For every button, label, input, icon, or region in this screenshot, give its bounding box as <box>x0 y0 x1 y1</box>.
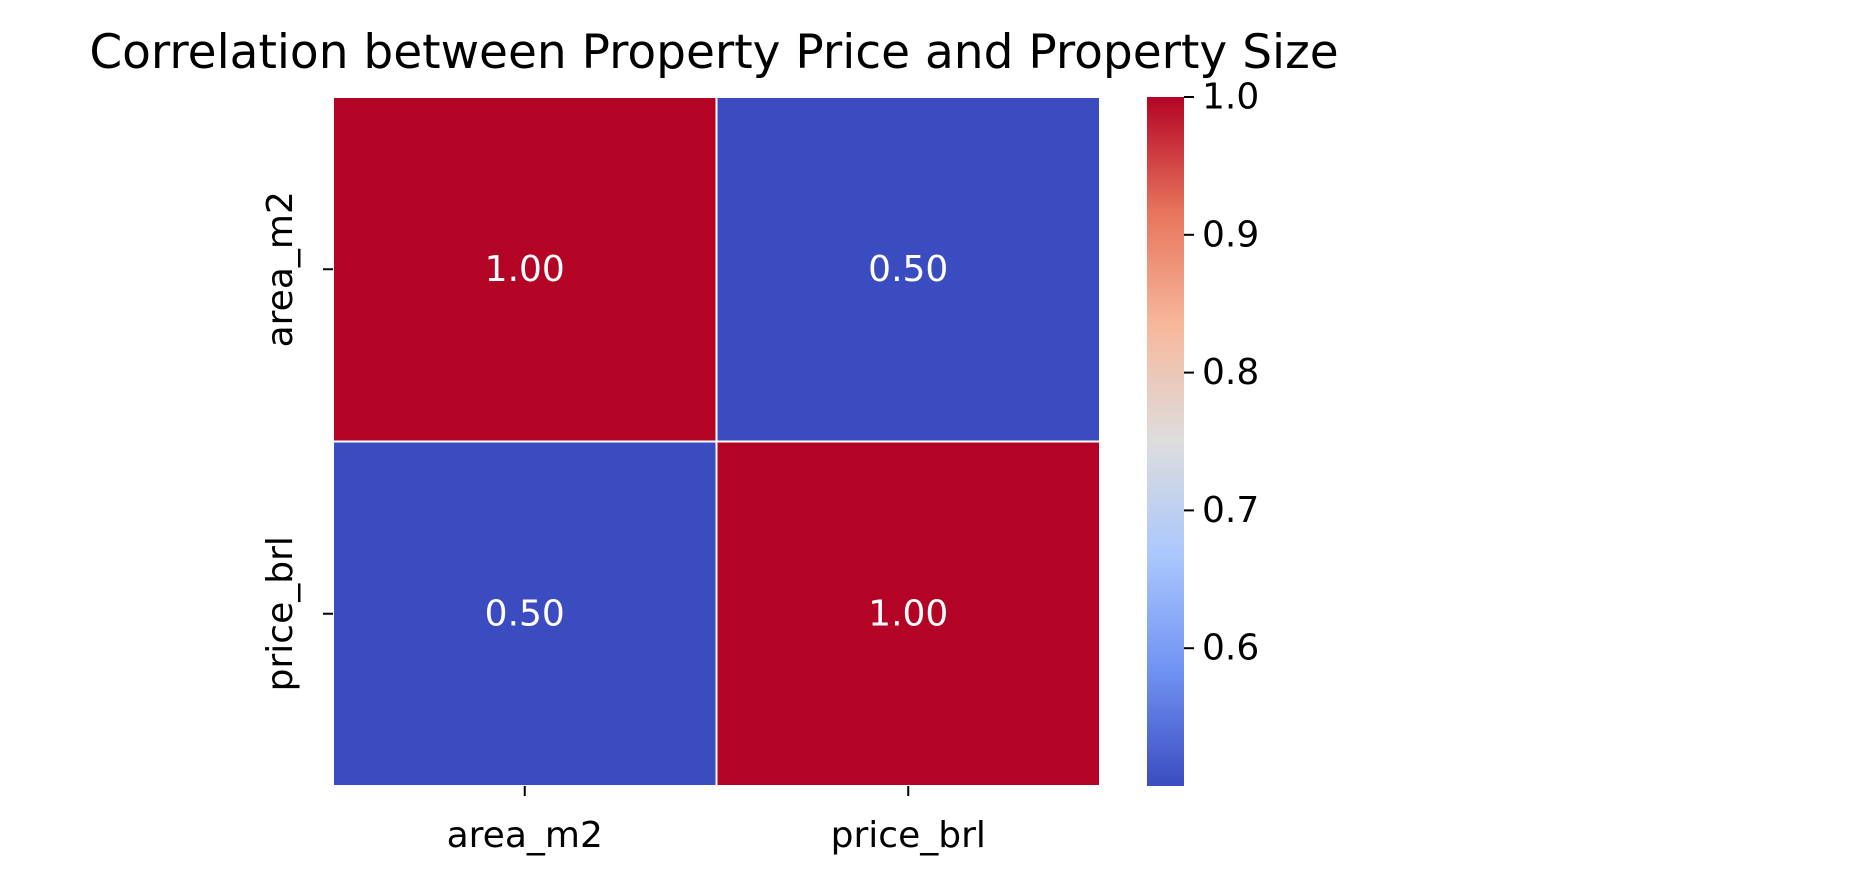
colorbar-tick-label: 0.6 <box>1202 628 1259 669</box>
cell-value-label: 0.50 <box>485 593 565 634</box>
x-axis: area_m2 price_brl <box>447 786 986 856</box>
y-tick-label: price_brl <box>260 536 301 691</box>
heatmap-cell-price_brl-area_m2 <box>332 440 718 787</box>
colorbar-gradient-bar <box>1147 97 1184 786</box>
heatmap-cell-area_m2-area_m2 <box>332 96 718 443</box>
y-tick-label: area_m2 <box>260 191 301 347</box>
colorbar: 0.6 0.7 0.8 0.9 1.0 <box>1147 77 1259 786</box>
cell-value-label: 1.00 <box>485 249 565 290</box>
colorbar-tick-label: 0.7 <box>1202 490 1259 531</box>
x-tick-label: price_brl <box>831 815 986 856</box>
colorbar-tick-label: 1.0 <box>1202 77 1259 118</box>
x-tick-label: area_m2 <box>447 815 603 856</box>
cell-value-label: 1.00 <box>868 593 948 634</box>
chart-title: Correlation between Property Price and P… <box>89 25 1338 80</box>
heatmap-cell-area_m2-price_brl <box>715 96 1101 443</box>
colorbar-tick-label: 0.8 <box>1202 352 1259 393</box>
heatmap-annotations: 1.00 0.50 0.50 1.00 <box>485 249 949 635</box>
colorbar-tick-label: 0.9 <box>1202 214 1259 255</box>
y-axis: area_m2 price_brl <box>260 191 333 691</box>
heatmap-cells <box>332 96 1101 787</box>
heatmap-cell-price_brl-price_brl <box>715 440 1101 787</box>
cell-value-label: 0.50 <box>868 249 948 290</box>
